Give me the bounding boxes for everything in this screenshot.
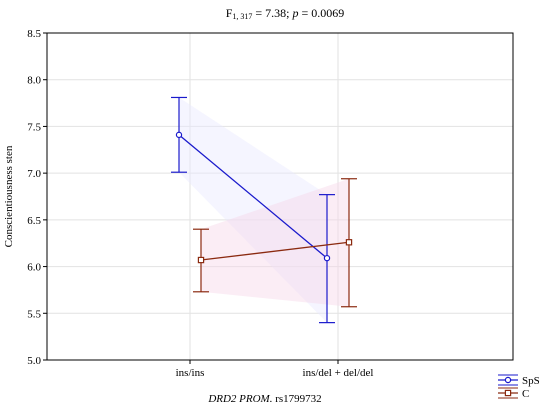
y-axis-title: Conscientiousness sten — [3, 145, 15, 247]
chart-title: F1, 317 = 7.38; p = 0.0069 — [226, 6, 345, 21]
title-f-letter: F — [226, 6, 233, 20]
y-tick-label: 7.0 — [27, 168, 41, 180]
x-tick-label: ins/ins — [176, 367, 205, 379]
y-tick-label: 7.5 — [27, 121, 41, 133]
y-tick-label: 5.0 — [27, 355, 41, 367]
svg-text:F1, 317 = 7.38; p = 0.0069: F1, 317 = 7.38; p = 0.0069 — [226, 6, 345, 21]
y-tick-label: 6.5 — [27, 215, 41, 227]
x-axis-title-rest: rs1799732 — [272, 393, 321, 405]
y-tick-label: 8.0 — [27, 75, 41, 87]
legend-marker — [504, 376, 512, 384]
title-p-letter: p — [292, 6, 299, 20]
series-layer — [171, 96, 357, 324]
series-sps — [171, 96, 335, 324]
x-axis-ticks: ins/ins ins/del + del/del — [176, 360, 374, 379]
x-tick-label: ins/del + del/del — [303, 367, 374, 379]
y-tick-label: 5.5 — [27, 308, 41, 320]
ci-shading — [179, 97, 349, 323]
data-point — [323, 254, 331, 262]
plot-area-frame — [46, 32, 514, 361]
title-p-value: = 0.0069 — [299, 6, 345, 20]
x-axis-title-italic: DRD2 PROM. — [207, 393, 272, 405]
y-axis-ticks: 5.0 5.5 6.0 6.5 7.0 7.5 8.0 8.5 — [27, 28, 47, 367]
x-axis-title: DRD2 PROM. rs1799732 — [207, 393, 321, 405]
ci-band-sps — [179, 97, 327, 323]
y-tick-label: 8.5 — [27, 28, 41, 40]
data-point — [345, 239, 353, 246]
data-point — [197, 256, 205, 264]
title-f-subscript: 1, 317 — [232, 12, 252, 21]
legend-label: SpS — [522, 375, 540, 387]
series-line-sps — [178, 134, 328, 259]
legend-label: C — [522, 388, 529, 400]
legend-marker — [504, 389, 512, 397]
series-line-c — [200, 241, 350, 261]
ci-band-c — [201, 178, 349, 307]
legend-item-c: C — [498, 387, 529, 400]
grid-lines — [47, 33, 513, 360]
series-c — [193, 178, 357, 308]
title-f-value: = 7.38; — [252, 6, 292, 20]
data-point — [175, 131, 183, 139]
legend-item-sps: SpS — [498, 374, 540, 387]
y-tick-label: 6.0 — [27, 262, 41, 274]
